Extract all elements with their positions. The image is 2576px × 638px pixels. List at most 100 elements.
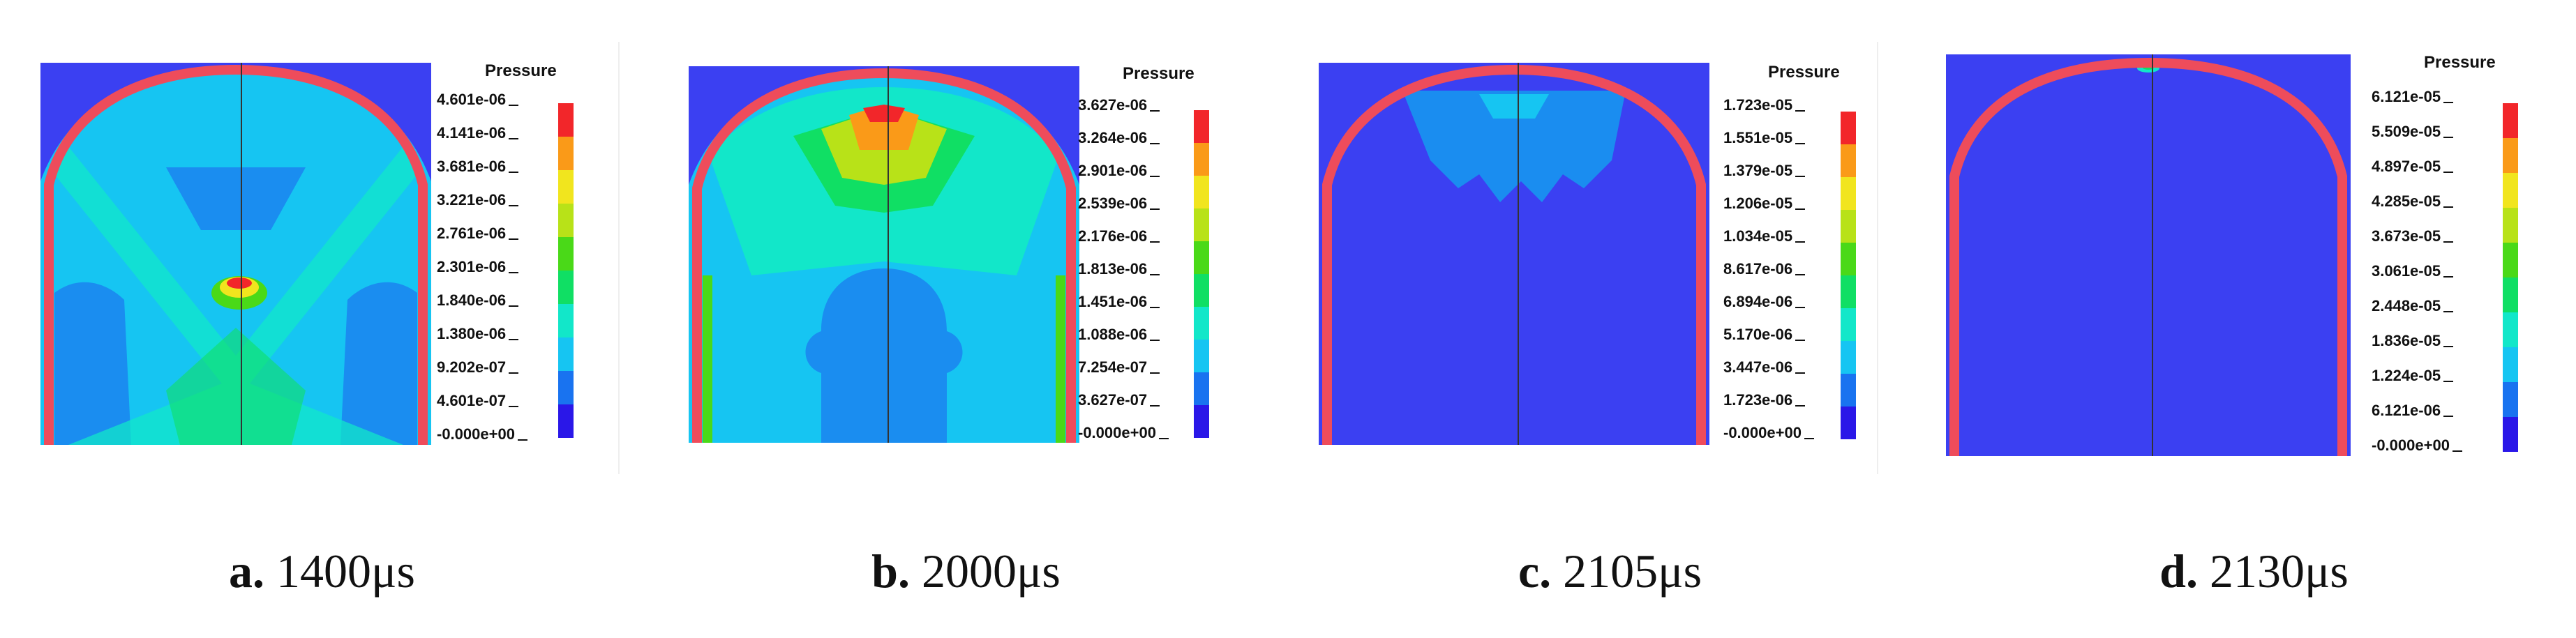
legend-tick-label: 9.202e-07 bbox=[437, 358, 519, 376]
caption: a. 1400μs bbox=[0, 544, 644, 599]
legend-tick-label: -0.000e+00 bbox=[2372, 436, 2462, 454]
legend-color-segment bbox=[2503, 103, 2518, 138]
legend-color-segment bbox=[1194, 307, 1209, 340]
legend-tick-label: 2.301e-06 bbox=[437, 258, 519, 275]
legend-tick-label: 3.221e-06 bbox=[437, 191, 519, 208]
legend-color-segment bbox=[558, 271, 574, 304]
legend-color-segment bbox=[2503, 208, 2518, 243]
pressure-contour-plot bbox=[689, 66, 1079, 443]
legend-tick-label: 6.121e-06 bbox=[2372, 402, 2454, 419]
legend-color-segment bbox=[558, 404, 574, 438]
legend-tick-label: 2.901e-06 bbox=[1078, 162, 1160, 179]
legend-tick-label: 1.813e-06 bbox=[1078, 260, 1160, 278]
legend-color-segment bbox=[558, 371, 574, 404]
legend-tick-label: 6.121e-05 bbox=[2372, 88, 2454, 105]
legend-color-segment bbox=[1841, 144, 1856, 177]
caption-label: b. bbox=[871, 545, 910, 598]
legend-color-segment bbox=[2503, 243, 2518, 278]
legend-tick-label: 5.170e-06 bbox=[1723, 326, 1806, 343]
pressure-contour-plot bbox=[1946, 54, 2351, 456]
legend-color-segment bbox=[1841, 275, 1856, 308]
legend-tick-label: -0.000e+00 bbox=[437, 425, 527, 443]
caption-label: d. bbox=[2159, 545, 2198, 598]
legend-color-segment bbox=[558, 337, 574, 371]
legend-tick-label: 2.761e-06 bbox=[437, 225, 519, 242]
legend-tick-label: 1.380e-06 bbox=[437, 325, 519, 342]
legend-tick-label: 1.836e-05 bbox=[2372, 332, 2454, 349]
legend-tick-label: 7.254e-07 bbox=[1078, 358, 1160, 376]
legend-tick-label: 1.379e-05 bbox=[1723, 162, 1806, 179]
legend-tick-label: 3.061e-05 bbox=[2372, 262, 2454, 280]
legend-tick-label: 1.840e-06 bbox=[437, 291, 519, 309]
legend-tick-label: 1.206e-05 bbox=[1723, 195, 1806, 212]
legend-tick-label: 3.264e-06 bbox=[1078, 129, 1160, 146]
caption-time: 1400μs bbox=[276, 545, 415, 598]
legend-color-segment bbox=[558, 170, 574, 204]
legend-color-segment bbox=[2503, 382, 2518, 417]
legend-color-segment bbox=[1841, 210, 1856, 243]
legend-color-segment bbox=[558, 304, 574, 337]
legend-color-segment bbox=[558, 204, 574, 237]
legend-title: Pressure bbox=[485, 61, 557, 80]
legend-tick-label: 4.601e-07 bbox=[437, 392, 519, 409]
legend-tick-label: 1.723e-06 bbox=[1723, 391, 1806, 409]
legend-color-segment bbox=[1841, 308, 1856, 341]
color-legend-bar bbox=[1194, 110, 1209, 438]
legend-color-segment bbox=[2503, 173, 2518, 208]
legend-color-segment bbox=[1841, 374, 1856, 407]
legend-color-segment bbox=[1841, 341, 1856, 374]
panel-divider bbox=[618, 42, 620, 474]
caption: d. 2130μs bbox=[1932, 544, 2576, 599]
legend-color-segment bbox=[2503, 138, 2518, 173]
legend-color-segment bbox=[1194, 176, 1209, 208]
panel-b: Pressure 3.627e-06 3.264e-06 2.901e-06 2.53… bbox=[644, 0, 1288, 638]
legend-tick-label: 3.673e-05 bbox=[2372, 227, 2454, 245]
color-legend-bar bbox=[558, 103, 574, 438]
legend-tick-label: 1.034e-05 bbox=[1723, 227, 1806, 245]
caption: c. 2105μs bbox=[1288, 544, 1932, 599]
caption-time: 2130μs bbox=[2209, 545, 2349, 598]
legend-tick-label: 3.681e-06 bbox=[437, 158, 519, 175]
legend-tick-label: 3.627e-07 bbox=[1078, 391, 1160, 409]
legend-tick-label: 4.141e-06 bbox=[437, 124, 519, 142]
legend-color-segment bbox=[1194, 340, 1209, 372]
legend-color-segment bbox=[558, 237, 574, 271]
legend-color-segment bbox=[1841, 177, 1856, 210]
legend-color-segment bbox=[2503, 278, 2518, 312]
legend-color-segment bbox=[1841, 407, 1856, 439]
legend-color-segment bbox=[1194, 143, 1209, 176]
pressure-contour-plot bbox=[40, 63, 431, 445]
panel-divider bbox=[1877, 42, 1878, 474]
legend-color-segment bbox=[558, 137, 574, 170]
legend-tick-label: 1.224e-05 bbox=[2372, 367, 2454, 384]
color-legend-bar bbox=[2503, 103, 2518, 452]
panel-d: Pressure 6.121e-05 5.509e-05 4.897e-05 4.28… bbox=[1932, 0, 2576, 638]
panel-a: Pressure 4.601e-06 4.141e-06 3.681e-06 3.22… bbox=[0, 0, 644, 638]
legend-title: Pressure bbox=[1123, 64, 1195, 83]
legend-tick-label: 4.285e-05 bbox=[2372, 192, 2454, 210]
legend-color-segment bbox=[1841, 243, 1856, 275]
legend-tick-label: 1.451e-06 bbox=[1078, 293, 1160, 310]
legend-color-segment bbox=[1194, 274, 1209, 307]
legend-tick-label: 1.551e-05 bbox=[1723, 129, 1806, 146]
legend-tick-label: 3.627e-06 bbox=[1078, 96, 1160, 114]
legend-tick-label: 2.448e-05 bbox=[2372, 297, 2454, 314]
legend-tick-label: 4.897e-05 bbox=[2372, 158, 2454, 175]
caption-time: 2000μs bbox=[921, 545, 1061, 598]
caption-label: a. bbox=[229, 545, 265, 598]
panel-c: Pressure 1.723e-05 1.551e-05 1.379e-05 1.20… bbox=[1288, 0, 1932, 638]
legend-color-segment bbox=[1194, 110, 1209, 143]
legend-tick-label: 3.447e-06 bbox=[1723, 358, 1806, 376]
legend-color-segment bbox=[2503, 417, 2518, 452]
legend-tick-label: 6.894e-06 bbox=[1723, 293, 1806, 310]
legend-color-segment bbox=[1841, 112, 1856, 144]
legend-tick-label: 1.088e-06 bbox=[1078, 326, 1160, 343]
pressure-contour-plot bbox=[1319, 63, 1709, 445]
legend-tick-label: 2.176e-06 bbox=[1078, 227, 1160, 245]
legend-color-segment bbox=[1194, 208, 1209, 241]
legend-color-segment bbox=[1194, 405, 1209, 438]
caption-label: c. bbox=[1518, 545, 1552, 598]
caption: b. 2000μs bbox=[644, 544, 1288, 599]
legend-tick-label: -0.000e+00 bbox=[1078, 424, 1169, 441]
legend-tick-label: 1.723e-05 bbox=[1723, 96, 1806, 114]
